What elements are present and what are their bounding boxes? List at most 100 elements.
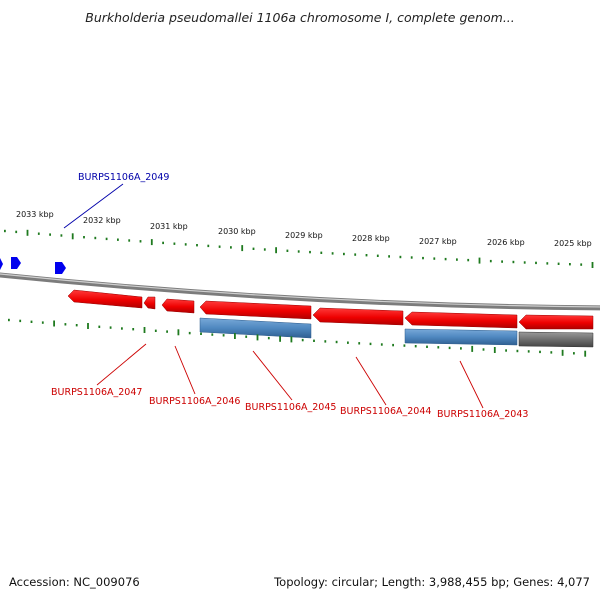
gc-dot [207, 244, 210, 248]
cds-block[interactable] [199, 317, 312, 339]
gene-label[interactable]: BURPS1106A_2046 [149, 396, 240, 407]
cds-block[interactable] [404, 328, 518, 346]
gc-dot [15, 230, 18, 234]
gc-dot [60, 234, 63, 237]
gc-dot [523, 261, 526, 264]
gc-dot [211, 333, 214, 336]
forward-gene-arrow[interactable] [0, 258, 3, 270]
gc-dot [399, 255, 402, 259]
gene-fragment[interactable] [143, 296, 156, 310]
tick-label: 2025 kbp [554, 239, 592, 248]
gc-dot [98, 325, 101, 328]
gene-label[interactable]: BURPS1106A_2049 [78, 172, 169, 183]
gc-dot [53, 320, 55, 327]
gene-burps1106a-2045[interactable] [199, 300, 312, 320]
gc-dot [162, 241, 164, 245]
gene-label[interactable]: BURPS1106A_2045 [245, 402, 336, 413]
gc-dot [121, 327, 123, 330]
gc-dot [177, 329, 180, 336]
forward-gene-arrow[interactable] [55, 262, 66, 274]
tick-label: 2031 kbp [150, 222, 188, 231]
gene-reverse-right[interactable] [518, 314, 594, 330]
gc-dot [539, 350, 541, 354]
gc-dot [83, 236, 85, 239]
gc-dot [279, 335, 281, 342]
gc-dot [471, 345, 474, 352]
callout-lines [63, 183, 484, 409]
gc-dot [557, 262, 560, 265]
gc-dot [188, 331, 191, 335]
gc-dot [505, 349, 507, 352]
gc-dot [358, 342, 361, 345]
gc-dot [256, 334, 259, 341]
gc-dot [448, 346, 451, 350]
gc-dot [392, 343, 394, 347]
gc-dot [241, 245, 244, 252]
gc-dot [117, 238, 119, 241]
gc-dot [324, 340, 327, 343]
gc-dot [569, 263, 571, 266]
gc-dot [26, 229, 29, 236]
gc-dot [410, 256, 413, 259]
gc-dot [8, 318, 10, 322]
gc-dot [467, 258, 470, 262]
gc-dot [456, 258, 458, 261]
gc-content-track-outer [4, 229, 594, 268]
gc-dot [87, 323, 89, 329]
gene-burps1106a-2043[interactable] [404, 311, 518, 329]
gc-dot [132, 328, 135, 331]
gc-dot [139, 240, 142, 243]
gc-dot [75, 324, 78, 327]
gc-dot [516, 349, 519, 353]
tick-label: 2030 kbp [218, 227, 256, 236]
gc-dot [380, 343, 383, 346]
gc-dot [403, 344, 406, 347]
gc-dot [343, 252, 345, 256]
gc-dot [573, 352, 575, 355]
gc-dot [546, 262, 549, 265]
tick-label: 2027 kbp [419, 237, 457, 246]
gc-dot [354, 253, 357, 256]
gc-dot [527, 350, 530, 353]
gc-dot [252, 247, 255, 250]
gc-dot [460, 347, 462, 350]
gene-labels: BURPS1106A_2049 BURPS1106A_2047 BURPS110… [51, 172, 528, 420]
cds-block-gray[interactable] [518, 331, 594, 348]
gc-dot [580, 263, 583, 266]
gc-dot [369, 342, 372, 346]
gc-dot [347, 341, 349, 344]
forward-gene-arrow[interactable] [11, 257, 21, 269]
gene-label[interactable]: BURPS1106A_2044 [340, 406, 431, 417]
gc-dot [489, 259, 492, 263]
gc-dot [309, 250, 311, 254]
callout-line [459, 360, 484, 409]
callout-line [252, 350, 293, 401]
gc-dot [245, 335, 248, 338]
callout-line [174, 345, 196, 395]
gene-burps1106a-2046[interactable] [161, 298, 195, 314]
gc-dot [234, 333, 236, 339]
tick-label: 2026 kbp [487, 238, 525, 247]
gene-burps1106a-2044[interactable] [312, 307, 404, 326]
gc-dot [478, 257, 481, 264]
gc-dot [64, 323, 67, 326]
gc-dot [230, 246, 232, 249]
gc-dot [301, 338, 304, 342]
gc-dot [196, 244, 198, 247]
gc-dot [222, 334, 225, 337]
gc-dot [591, 262, 594, 268]
gc-dot [286, 249, 289, 252]
gc-dot [275, 247, 277, 254]
gc-dot [561, 349, 564, 356]
gc-dot [388, 255, 390, 258]
gc-dot [493, 347, 496, 353]
gc-dot [501, 260, 503, 263]
gene-label[interactable]: BURPS1106A_2047 [51, 387, 142, 398]
gc-dot [414, 345, 417, 348]
gene-label[interactable]: BURPS1106A_2043 [437, 409, 528, 420]
gene-burps1106a-2047[interactable] [67, 289, 143, 309]
gc-dot [422, 256, 424, 260]
gc-dot [218, 245, 221, 248]
gc-dot [550, 351, 553, 354]
